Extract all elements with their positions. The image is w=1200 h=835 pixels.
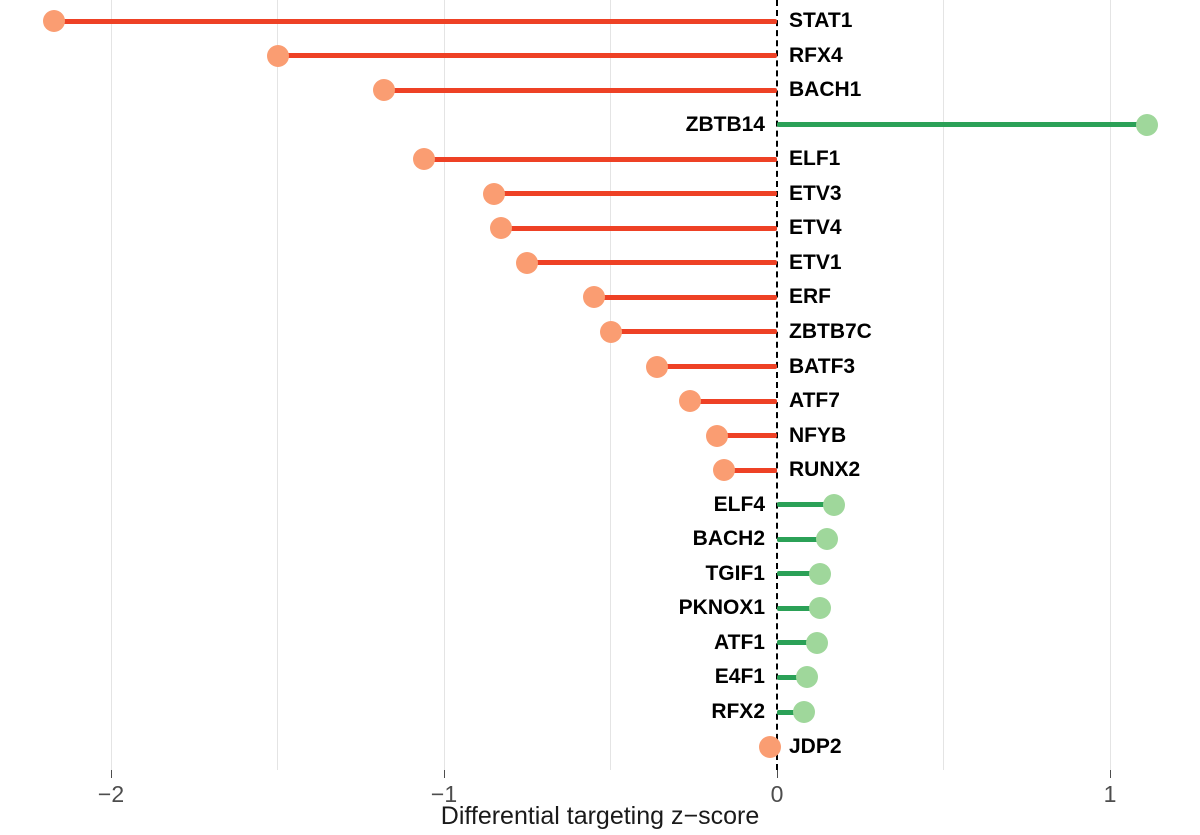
lollipop-stem <box>777 640 817 646</box>
gene-label: TGIF1 <box>705 561 765 585</box>
lollipop-stem <box>690 398 777 404</box>
lollipop-stem <box>384 87 777 93</box>
axis-tick-label: 1 <box>1103 781 1117 807</box>
lollipop-dot <box>516 251 539 274</box>
gene-label: BATF3 <box>789 354 856 378</box>
lollipop-dot <box>822 493 845 516</box>
lollipop-dot <box>599 320 622 343</box>
lollipop-stem <box>777 674 807 680</box>
lollipop-dot <box>266 44 289 67</box>
lollipop-dot <box>582 286 605 309</box>
axis-tick-label: −1 <box>430 781 458 807</box>
gene-label: RFX4 <box>789 43 843 67</box>
lollipop-dot <box>679 390 702 413</box>
lollipop-stem <box>277 53 777 59</box>
gridline <box>610 0 611 770</box>
lollipop-stem <box>777 122 1147 128</box>
gene-label: RUNX2 <box>789 458 861 482</box>
lollipop-stem <box>610 329 777 335</box>
lollipop-dot <box>815 528 838 551</box>
lollipop-stem <box>777 709 804 715</box>
lollipop-stem <box>54 18 777 24</box>
lollipop-dot <box>759 735 782 758</box>
gene-label: ELF1 <box>789 147 841 171</box>
gene-label: E4F1 <box>714 665 765 689</box>
lollipop-stem <box>717 433 777 439</box>
lollipop-dot <box>646 355 669 378</box>
axis-tick <box>110 770 112 778</box>
gene-label: STAT1 <box>789 9 853 32</box>
lollipop-stem <box>493 191 777 197</box>
gene-label: BACH2 <box>692 527 765 551</box>
lollipop-dot <box>1135 113 1158 136</box>
gridline <box>443 0 445 770</box>
gene-label: JDP2 <box>789 734 842 758</box>
gene-label: RFX2 <box>711 700 765 723</box>
gene-label: ETV3 <box>789 181 842 205</box>
zero-baseline <box>776 0 778 770</box>
lollipop-stem <box>777 502 834 508</box>
lollipop-stem <box>657 364 777 369</box>
gene-label: ATF7 <box>789 389 840 413</box>
lollipop-stem <box>723 467 777 473</box>
lollipop-dot <box>413 148 436 171</box>
lollipop-stem <box>500 225 777 231</box>
gene-label: ZBTB14 <box>685 112 765 136</box>
gene-label: ETV1 <box>789 250 842 274</box>
gene-label: ETV4 <box>789 216 842 240</box>
lollipop-dot <box>43 10 66 32</box>
gridline <box>277 0 278 770</box>
lollipop-stem <box>777 536 827 542</box>
lollipop-dot <box>482 182 505 205</box>
axis-tick <box>443 770 445 778</box>
x-axis-title: Differential targeting z−score <box>440 802 760 830</box>
axis-tick-label: −2 <box>97 781 125 807</box>
gene-label: PKNOX1 <box>678 596 765 620</box>
lollipop-dot <box>712 459 735 482</box>
lollipop-dot <box>706 424 729 447</box>
gridline <box>1109 0 1111 770</box>
gene-label: ELF4 <box>713 492 765 516</box>
lollipop-stem <box>593 294 777 300</box>
axis-tick <box>776 770 778 778</box>
lollipop-dot <box>809 562 832 585</box>
lollipop-dot <box>489 217 512 240</box>
gridline <box>110 0 112 770</box>
lollipop-stem <box>777 571 821 577</box>
lollipop-dot <box>809 597 832 620</box>
axis-tick-label: 0 <box>770 781 784 807</box>
gene-label: ERF <box>789 285 831 309</box>
gene-label: ATF1 <box>714 630 765 654</box>
lollipop-dot <box>795 666 818 689</box>
lollipop-stem <box>424 156 777 162</box>
lollipop-stem <box>527 260 777 266</box>
lollipop-dot <box>792 701 815 723</box>
lollipop-stem <box>777 605 821 611</box>
gene-label: ZBTB7C <box>789 319 872 343</box>
gene-label: BACH1 <box>789 78 862 102</box>
lollipop-dot <box>805 631 828 654</box>
axis-tick <box>1109 770 1111 778</box>
gridline <box>943 0 944 770</box>
lollipop-dot <box>373 79 396 102</box>
gene-label: NFYB <box>789 423 847 447</box>
